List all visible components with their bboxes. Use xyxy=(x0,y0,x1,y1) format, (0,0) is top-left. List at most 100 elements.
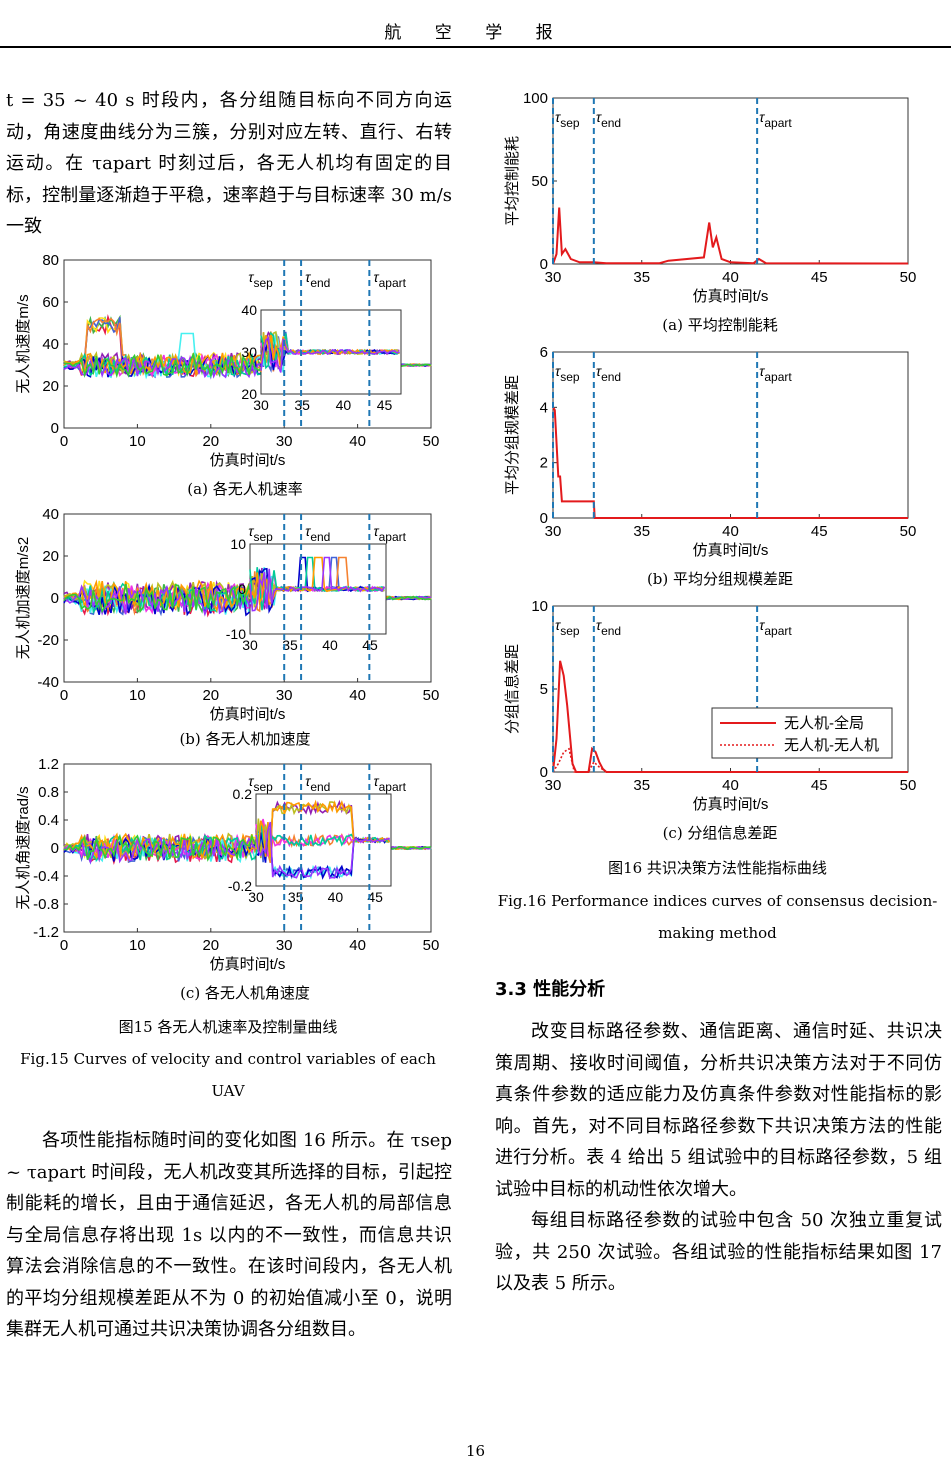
fig16-a-ytick-label: 100 xyxy=(523,90,548,107)
section-title: 3.3 性能分析 xyxy=(495,979,606,1000)
fig16-b-ytick-label: 2 xyxy=(540,455,548,472)
fig15-b-ytick-label: 40 xyxy=(42,506,59,523)
fig15-b-inset-xtick-label: 35 xyxy=(282,637,298,653)
fig15-a-xtick-label: 30 xyxy=(276,433,293,450)
fig15-b-inset-ytick-label: 0 xyxy=(238,581,246,597)
fig16-c-ytick-label: 5 xyxy=(540,681,548,698)
fig16-caption-en-line2: making method xyxy=(658,924,777,942)
fig16-c-tau-apart-label: τapart xyxy=(759,617,792,638)
fig15-c-inset-ytick-label: 0.2 xyxy=(233,786,253,802)
fig15-c-inset-xtick-label: 35 xyxy=(288,889,304,905)
fig16-caption-en-line1: Fig.16 Performance indices curves of con… xyxy=(497,892,938,910)
fig16-legend-box xyxy=(711,707,893,759)
fig16-c-xtick-label: 50 xyxy=(900,777,917,794)
fig15-a-inset-ytick-label: 30 xyxy=(241,344,257,360)
fig15-c-ylabel: 无人机角速度rad/s xyxy=(15,786,32,909)
fig15-a-inset-ytick-label: 40 xyxy=(241,302,257,318)
fig16-a-series-line xyxy=(552,207,909,265)
fig16-b-tau-apart-label: τapart xyxy=(759,363,792,384)
fig15-a-inset-xtick-label: 30 xyxy=(253,397,269,413)
fig15-c-ytick-label: -0.8 xyxy=(33,896,59,913)
right-text-p1: 改变目标路径参数、通信距离、通信时延、共识决策周期、接收时间阈值，分析共识决策方… xyxy=(495,1021,942,1200)
fig15-b-xlabel: 仿真时间t/s xyxy=(210,705,286,723)
fig16-c-xtick-label: 40 xyxy=(722,777,739,794)
fig16-b-axes-box xyxy=(552,351,909,519)
fig15-c-ytick-label: 0.8 xyxy=(38,784,59,801)
fig16-c-ytick-label: 0 xyxy=(540,764,548,781)
fig15-a-inset-ytick-label: 20 xyxy=(241,386,257,402)
fig16-b-xtick-label: 40 xyxy=(722,523,739,540)
fig16-b-xtick-label: 35 xyxy=(633,523,650,540)
left-text-top-paragraph: t = 35 ~ 40 s 时段内，各分组随目标向不同方向运动，角速度曲线分为三… xyxy=(6,90,452,237)
page-number: 16 xyxy=(465,1442,486,1460)
fig16-c-series-line xyxy=(552,747,908,773)
fig16-c-chart: 30 35 40 45 50 0 5 10 仿真时间t/s 分组信息差距 τsep τend τapar… xyxy=(504,598,917,813)
fig15-c-xtick-label: 0 xyxy=(60,937,68,954)
fig15-a-xtick-label: 40 xyxy=(349,433,366,450)
fig16-c-tau-sep-label: τsep xyxy=(555,617,580,638)
fig16-b-chart: 30 35 40 45 50 0 2 4 6 仿真时间t/s 平均分组规模差距 τsep τend τap… xyxy=(504,344,916,559)
fig15-b-subcaption: (b) 各无人机加速度 xyxy=(179,730,311,748)
fig16-a-subcaption: (a) 平均控制能耗 xyxy=(662,316,778,334)
fig15-c-inset-series-line xyxy=(255,821,390,879)
fig16-b-xtick-label: 30 xyxy=(545,523,562,540)
fig15-b-ytick-label: 0 xyxy=(51,590,59,607)
fig16-a-chart: 30 35 40 45 50 0 50 100 仿真时间t/s 平均控制能耗 τsep τend τap… xyxy=(504,90,917,305)
left-text-top: t = 35 ~ 40 s 时段内，各分组随目标向不同方向运动，角速度曲线分为三… xyxy=(6,85,452,243)
fig15-b-xtick-label: 10 xyxy=(129,687,146,704)
fig16-c-ylabel: 分组信息差距 xyxy=(504,644,521,734)
fig15-a-ytick-label: 20 xyxy=(42,378,59,395)
fig16-c-tau-end-label: τend xyxy=(596,617,621,638)
fig15-a-inset-xtick-label: 35 xyxy=(294,397,310,413)
fig16-c-xlabel: 仿真时间t/s xyxy=(693,795,769,813)
fig16-a-axes-box xyxy=(552,97,909,265)
fig16-a-xtick-label: 50 xyxy=(900,269,917,286)
fig15-caption-en-line1: Fig.15 Curves of velocity and control va… xyxy=(20,1050,436,1068)
fig16-c-subcaption: (c) 分组信息差距 xyxy=(662,824,778,842)
fig16-a-xtick-label: 45 xyxy=(811,269,828,286)
right-text-p2: 每组目标路径参数的试验中包含 50 次独立重复试验，共 250 次试验。各组试验… xyxy=(495,1210,942,1294)
fig15-a-xtick-label: 20 xyxy=(202,433,219,450)
fig15-c-ytick-label: 0 xyxy=(51,840,59,857)
fig16-c-ytick-label: 10 xyxy=(531,598,548,615)
left-text-bottom: 各项性能指标随时间的变化如图 16 所示。在 τsep ~ τapart 时间段… xyxy=(6,1125,452,1346)
fig15-b-chart: 0 10 20 30 40 50 -40 -20 0 20 40 仿真时间t/s 无人机加速度m/s2 3… xyxy=(15,506,439,723)
fig15-c-ytick-label: -1.2 xyxy=(33,924,59,941)
fig15-c-tau-sep-label: τsep xyxy=(248,773,273,794)
header-rule xyxy=(0,46,951,48)
fig15-caption-cn: 图15 各无人机速率及控制量曲线 xyxy=(118,1018,338,1036)
fig15-a-xtick-label: 10 xyxy=(129,433,146,450)
fig16-c-xtick-label: 30 xyxy=(545,777,562,794)
fig16-legend-label-2: 无人机-无人机 xyxy=(784,737,879,754)
fig16-b-tau-end-label: τend xyxy=(596,363,621,384)
fig16-c-xtick-label: 35 xyxy=(633,777,650,794)
fig15-c-xtick-label: 10 xyxy=(129,937,146,954)
fig15-b-xtick-label: 30 xyxy=(276,687,293,704)
fig16-a-ylabel: 平均控制能耗 xyxy=(504,136,521,226)
fig16-a-xtick-label: 30 xyxy=(545,269,562,286)
fig15-c-xtick-label: 20 xyxy=(202,937,219,954)
fig15-a-tau-end-label: τend xyxy=(305,269,330,290)
fig16-b-tau-sep-label: τsep xyxy=(555,363,580,384)
fig16-a-tau-end-label: τend xyxy=(596,109,621,130)
fig15-c-inset-xtick-label: 30 xyxy=(248,889,264,905)
fig15-a-tau-sep-label: τsep xyxy=(248,269,273,290)
fig15-c-inset-xtick-label: 45 xyxy=(367,889,383,905)
right-text: 改变目标路径参数、通信距离、通信时延、共识决策周期、接收时间阈值，分析共识决策方… xyxy=(495,1016,942,1300)
fig15-b-inset-xtick-label: 30 xyxy=(242,637,258,653)
fig15-a-inset-xtick-label: 45 xyxy=(377,397,393,413)
fig16-caption-en: Fig.16 Performance indices curves of con… xyxy=(495,885,940,949)
fig15-caption-en: Fig.15 Curves of velocity and control va… xyxy=(0,1043,456,1107)
fig15-c-ytick-label: 0.4 xyxy=(38,812,59,829)
fig15-a-xtick-label: 0 xyxy=(60,433,68,450)
fig15-b-ytick-label: 20 xyxy=(42,548,59,565)
fig15-a-ytick-label: 40 xyxy=(42,336,59,353)
fig16-a-ytick-label: 50 xyxy=(531,173,548,190)
fig15-a-ytick-label: 0 xyxy=(51,420,59,437)
fig16-b-ytick-label: 6 xyxy=(540,344,548,361)
fig15-a-ytick-label: 80 xyxy=(42,252,59,269)
fig15-c-subcaption: (c) 各无人机角速度 xyxy=(180,984,310,1002)
fig15-c-inset-ytick-label: -0.2 xyxy=(228,878,252,894)
fig15-c-xtick-label: 30 xyxy=(276,937,293,954)
